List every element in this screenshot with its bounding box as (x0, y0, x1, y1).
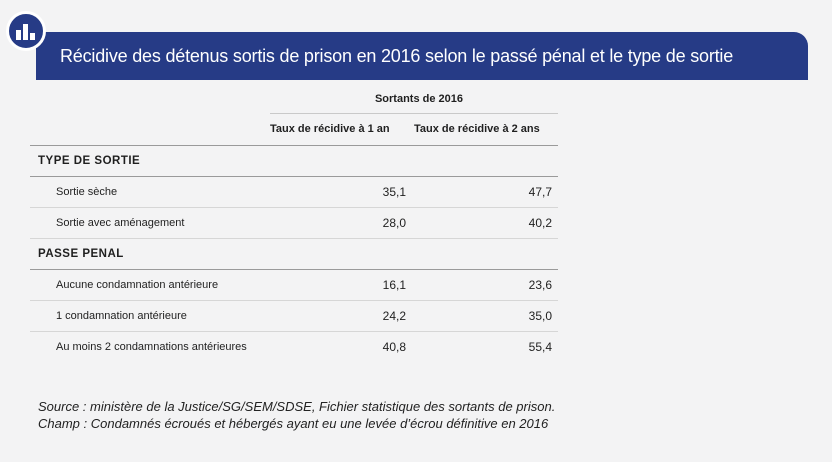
table-row: Sortie avec aménagement 28,0 40,2 (30, 208, 558, 239)
value-1-year: 28,0 (382, 216, 406, 230)
bar-chart-icon (6, 11, 46, 51)
column-header-row: Taux de récidive à 1 an Taux de récidive… (30, 113, 558, 146)
row-label: Sortie avec aménagement (56, 217, 185, 229)
value-2-years: 40,2 (528, 216, 552, 230)
row-label: Sortie sèche (56, 186, 118, 198)
value-1-year: 40,8 (382, 340, 406, 354)
row-label: Aucune condamnation antérieure (56, 279, 219, 291)
value-1-year: 35,1 (382, 185, 406, 199)
section-title-passe-penal: PASSE PENAL (30, 239, 558, 270)
value-2-years: 35,0 (528, 309, 552, 323)
value-1-year: 24,2 (382, 309, 406, 323)
section-title-type-de-sortie: TYPE DE SORTIE (30, 146, 558, 177)
footnotes: Source : ministère de la Justice/SG/SEM/… (38, 398, 555, 432)
value-1-year: 16,1 (382, 278, 406, 292)
recidivism-table: Sortants de 2016 Taux de récidive à 1 an… (30, 86, 558, 362)
row-label: Au moins 2 condamnations antérieures (56, 341, 247, 353)
page-title: Récidive des détenus sortis de prison en… (60, 45, 734, 66)
table-row: Sortie sèche 35,1 47,7 (30, 177, 558, 208)
table-row: Au moins 2 condamnations antérieures 40,… (30, 332, 558, 362)
group-header: Sortants de 2016 (30, 86, 558, 114)
row-label: 1 condamnation antérieure (56, 310, 187, 322)
table-row: Aucune condamnation antérieure 16,1 23,6 (30, 270, 558, 301)
title-banner: Récidive des détenus sortis de prison en… (36, 32, 808, 80)
column-header-2-years: Taux de récidive à 2 ans (414, 123, 540, 135)
group-label: Sortants de 2016 (270, 86, 558, 114)
champ-note: Champ : Condamnés écroués et hébergés ay… (38, 416, 549, 431)
value-2-years: 47,7 (528, 185, 552, 199)
column-header-1-year: Taux de récidive à 1 an (270, 123, 390, 135)
source-note: Source : ministère de la Justice/SG/SEM/… (38, 399, 556, 414)
table-row: 1 condamnation antérieure 24,2 35,0 (30, 301, 558, 332)
value-2-years: 23,6 (528, 278, 552, 292)
value-2-years: 55,4 (528, 340, 552, 354)
